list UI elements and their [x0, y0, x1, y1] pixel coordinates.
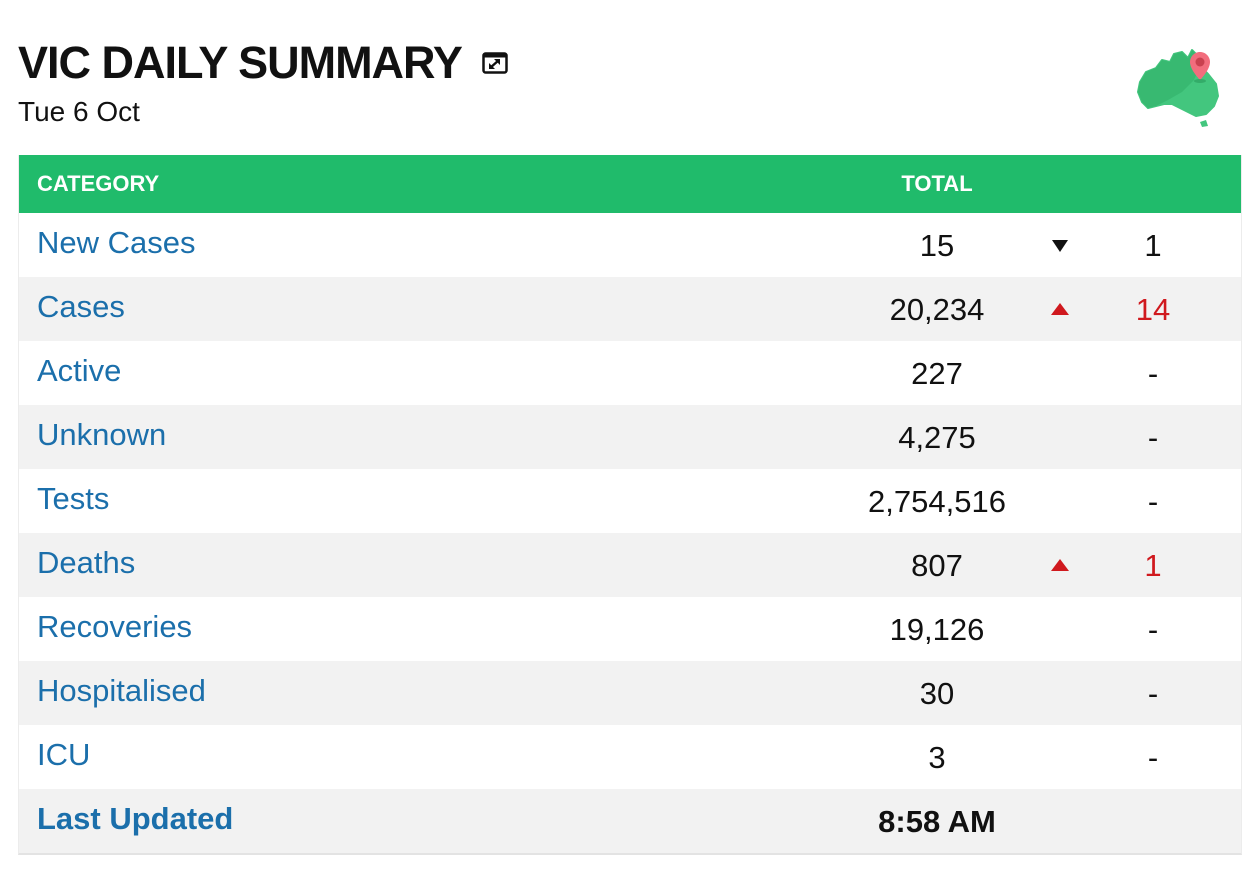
last-updated-value: 8:58 AM: [878, 804, 996, 839]
row-category-link[interactable]: Deaths: [37, 545, 136, 580]
row-change: -: [1147, 484, 1159, 519]
table-row: Tests 2,754,516 -: [19, 469, 1241, 533]
row-category-link[interactable]: Unknown: [37, 417, 167, 452]
row-change: 1: [1144, 548, 1162, 583]
trend-arrow-icon: [1049, 749, 1071, 765]
row-change: 1: [1144, 228, 1162, 263]
page-title: VIC DAILY SUMMARY: [18, 37, 463, 88]
row-change: 14: [1135, 292, 1171, 327]
up-triangle-icon: [1049, 301, 1071, 317]
last-updated-row: Last Updated 8:58 AM: [19, 789, 1241, 853]
expand-icon[interactable]: [482, 52, 508, 74]
row-total: 19,126: [889, 612, 985, 647]
column-header-category: CATEGORY: [37, 171, 160, 196]
table-row: ICU 3 -: [19, 725, 1241, 789]
up-triangle-icon: [1049, 557, 1071, 573]
row-total: 2,754,516: [868, 484, 1006, 519]
row-total: 20,234: [889, 292, 985, 327]
trend-arrow-icon: [1049, 621, 1071, 637]
last-updated-label[interactable]: Last Updated: [37, 801, 234, 836]
row-total: 30: [919, 676, 955, 711]
row-change: -: [1147, 612, 1159, 647]
table-row: Deaths 807 1: [19, 533, 1241, 597]
title-row: VIC DAILY SUMMARY: [18, 36, 1242, 90]
row-category-link[interactable]: New Cases: [37, 225, 196, 260]
table-row: Active 227 -: [19, 341, 1241, 405]
summary-header: VIC DAILY SUMMARY Tue 6 Oct: [18, 36, 1242, 146]
table-row: New Cases 15 1: [19, 213, 1241, 277]
trend-arrow-icon: [1049, 429, 1071, 445]
trend-arrow-icon: [1049, 365, 1071, 381]
table-header: CATEGORY TOTAL: [19, 155, 1241, 213]
row-total: 807: [911, 548, 963, 583]
row-change: -: [1147, 676, 1159, 711]
row-category-link[interactable]: Active: [37, 353, 122, 388]
row-change: -: [1147, 420, 1159, 455]
row-total: 4,275: [898, 420, 976, 455]
row-total: 227: [911, 356, 963, 391]
column-header-total: TOTAL: [901, 171, 973, 196]
row-change: -: [1147, 740, 1159, 775]
summary-date: Tue 6 Oct: [18, 96, 140, 127]
row-category-link[interactable]: Tests: [37, 481, 110, 516]
table-row: Unknown 4,275 -: [19, 405, 1241, 469]
table-row: Hospitalised 30 -: [19, 661, 1241, 725]
summary-table: CATEGORY TOTAL New Cases 15 1 Cases 20,2…: [18, 155, 1242, 855]
row-category-link[interactable]: Cases: [37, 289, 125, 324]
row-category-link[interactable]: Recoveries: [37, 609, 193, 644]
table-row: Cases 20,234 14: [19, 277, 1241, 341]
row-total: 15: [919, 228, 955, 263]
row-category-link[interactable]: ICU: [37, 737, 91, 772]
trend-arrow-icon: [1049, 685, 1071, 701]
row-category-link[interactable]: Hospitalised: [37, 673, 206, 708]
row-change: -: [1147, 356, 1159, 391]
row-total: 3: [928, 740, 946, 775]
australia-map-pin-icon: [1134, 44, 1224, 128]
down-triangle-icon: [1049, 237, 1071, 253]
trend-arrow-icon: [1049, 493, 1071, 509]
table-row: Recoveries 19,126 -: [19, 597, 1241, 661]
